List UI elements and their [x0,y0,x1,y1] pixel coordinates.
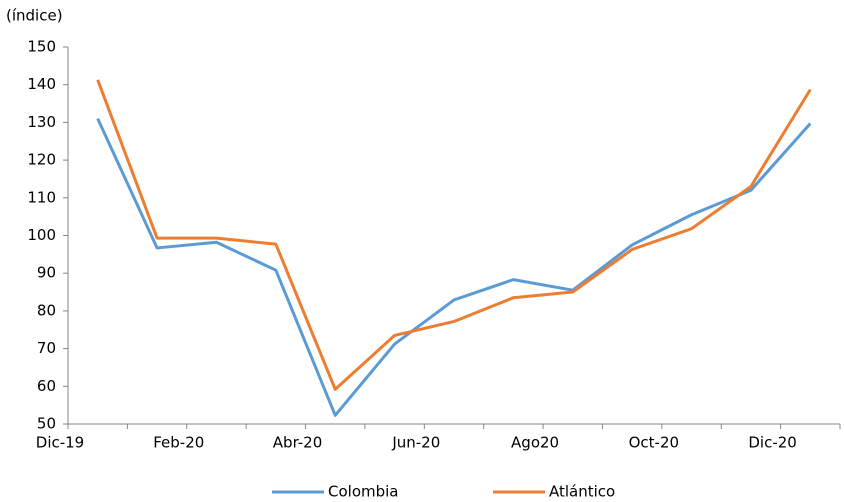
y-tick-label: 110 [27,188,56,206]
y-tick-label: 130 [27,113,56,131]
x-tick-label: Abr-20 [273,434,323,452]
y-tick-label: 50 [37,415,56,433]
y-axis-label: (índice) [6,7,63,25]
legend-label: Atlántico [549,483,615,501]
line-series [96,118,812,417]
line-series [96,79,812,391]
y-tick-label: 150 [27,38,56,56]
x-tick-label: Dic-20 [748,434,796,452]
y-tick-label: 90 [37,264,56,282]
y-tick-label: 120 [27,151,56,169]
legend-label: Colombia [328,483,399,501]
y-tick-label: 80 [37,301,56,319]
x-tick-label: Jun-20 [391,434,440,452]
x-tick-label: Dic-19 [36,434,84,452]
y-tick-label: 100 [27,226,56,244]
y-tick-label: 140 [27,75,56,93]
x-tick-label: Feb-20 [153,434,204,452]
x-tick-label: Ago20 [511,434,559,452]
y-tick-label: 70 [37,339,56,357]
x-tick-label: Oct-20 [629,434,679,452]
y-tick-label: 60 [37,377,56,395]
